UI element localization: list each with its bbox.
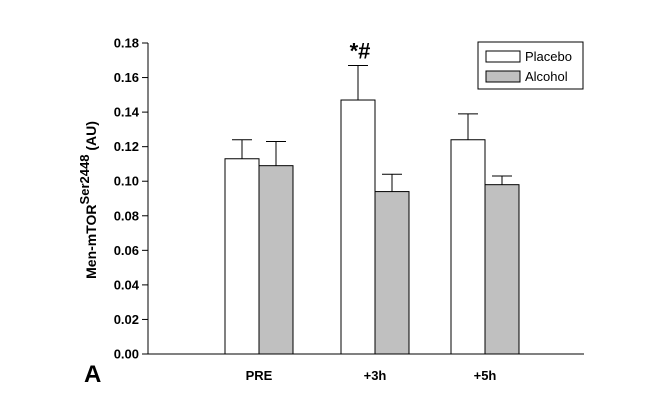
legend-label-placebo: Placebo	[525, 49, 572, 64]
y-axis-label: Men-mTORSer2448 (AU)	[77, 121, 99, 279]
y-axis-label-unit: (AU)	[83, 121, 99, 154]
x-tick-label: +5h	[474, 368, 497, 383]
legend: Placebo Alcohol	[477, 41, 584, 90]
bar-alcohol-plus-3h	[374, 191, 410, 355]
y-tick-label: 0.16	[114, 70, 139, 85]
y-axis: 0.00 0.02 0.04 0.06 0.08 0.10 0.12 0.14 0.16 0.18	[114, 36, 149, 362]
y-tick-label: 0.08	[114, 208, 139, 223]
y-tick-label: 0.06	[114, 243, 139, 258]
panel-label: A	[84, 361, 101, 388]
x-tick-label: PRE	[246, 368, 273, 383]
y-tick-label: 0.00	[114, 347, 139, 362]
y-tick-label: 0.18	[114, 36, 139, 51]
y-tick-label: 0.10	[114, 174, 139, 189]
legend-swatch-alcohol	[485, 70, 521, 83]
bar-placebo-plus-3h	[340, 99, 376, 355]
significance-annotation: *#	[350, 38, 371, 63]
y-tick-label: 0.02	[114, 312, 139, 327]
y-tick-label: 0.12	[114, 139, 139, 154]
legend-swatch-placebo	[485, 50, 521, 63]
bar-placebo-plus-5h	[450, 139, 486, 355]
x-axis: PRE +3h +5h	[148, 353, 584, 383]
y-axis-label-main: Men-mTOR	[83, 204, 99, 278]
bar-placebo-PRE	[224, 158, 260, 355]
bar-alcohol-PRE	[258, 165, 294, 355]
bar-alcohol-plus-5h	[484, 184, 520, 355]
y-axis-label-superscript: Ser2448	[77, 155, 92, 205]
y-tick-label: 0.04	[114, 277, 140, 292]
legend-label-alcohol: Alcohol	[525, 69, 568, 84]
x-tick-label: +3h	[364, 368, 387, 383]
bars: *#	[224, 38, 520, 355]
y-tick-label: 0.14	[114, 105, 140, 120]
